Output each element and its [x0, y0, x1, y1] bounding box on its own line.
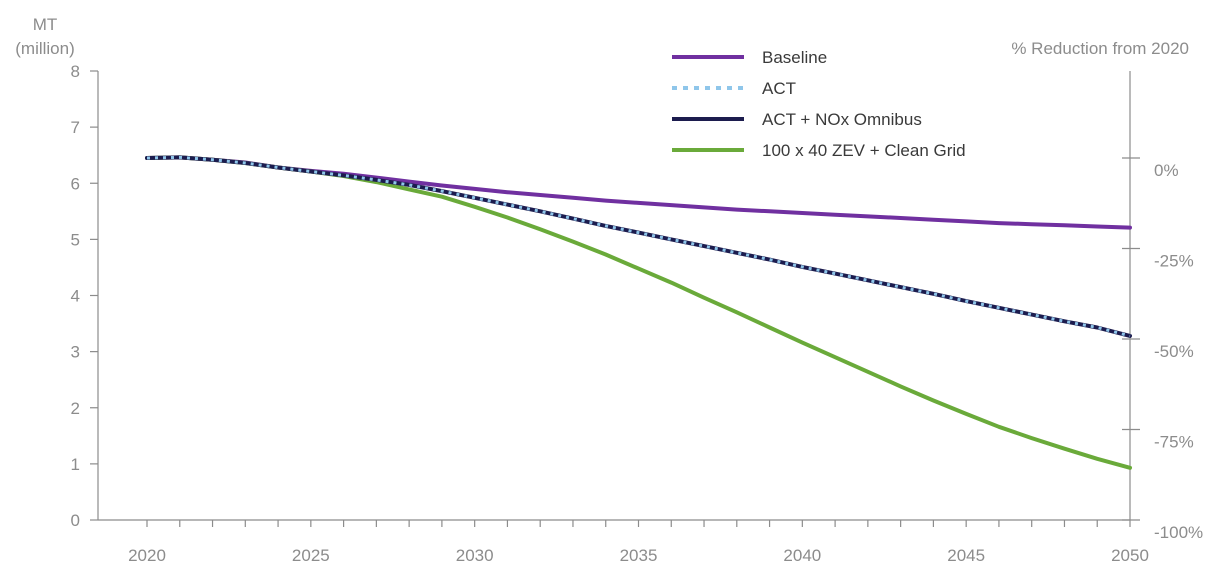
legend-label: ACT — [762, 79, 796, 98]
right-axis-title: % Reduction from 2020 — [1011, 39, 1189, 58]
left-axis-title: MT (million) — [15, 15, 75, 58]
right-ticks: 0% -25% -50% -75% -100% — [1122, 157, 1203, 542]
y-tick-label: 2 — [71, 399, 80, 418]
legend-label: ACT + NOx Omnibus — [762, 110, 922, 129]
x-ticks — [146, 520, 1131, 527]
legend: Baseline ACT ACT + NOx Omnibus 100 x 40 ZEV… — [672, 48, 966, 160]
right-tick-label: -25% — [1154, 251, 1194, 270]
right-tick-label: -75% — [1154, 432, 1194, 451]
x-tick-label: 2030 — [456, 546, 494, 565]
left-axis-title-line-2: (million) — [15, 39, 75, 58]
x-tick-labels: 2020 2025 2030 2035 2040 2045 2050 — [128, 546, 1149, 565]
y-tick-label: 1 — [71, 455, 80, 474]
x-tick-label: 2040 — [783, 546, 821, 565]
y-tick-label: 0 — [71, 511, 80, 530]
x-tick-label: 2035 — [620, 546, 658, 565]
y-tick-label: 4 — [71, 287, 80, 306]
series-lines — [145, 155, 1132, 470]
x-tick-label: 2025 — [292, 546, 330, 565]
y-tick-label: 3 — [71, 343, 80, 362]
series-line-2 — [145, 155, 1132, 338]
y-tick-label: 8 — [71, 62, 80, 81]
y-tick-label: 7 — [71, 118, 80, 137]
right-tick-label: -100% — [1154, 523, 1203, 542]
legend-label: 100 x 40 ZEV + Clean Grid — [762, 141, 966, 160]
y-tick-label: 5 — [71, 230, 80, 249]
right-tick-label: -50% — [1154, 342, 1194, 361]
axes — [97, 71, 1131, 521]
x-tick-label: 2045 — [947, 546, 985, 565]
y-tick-label: 6 — [71, 174, 80, 193]
right-tick-label: 0% — [1154, 161, 1179, 180]
left-axis-title-line-1: MT — [33, 15, 58, 34]
legend-label: Baseline — [762, 48, 827, 67]
x-tick-label: 2050 — [1111, 546, 1149, 565]
series-line-1 — [146, 155, 1131, 338]
x-tick-label: 2020 — [128, 546, 166, 565]
y-ticks: 0 1 2 3 4 5 6 7 8 — [71, 62, 98, 530]
